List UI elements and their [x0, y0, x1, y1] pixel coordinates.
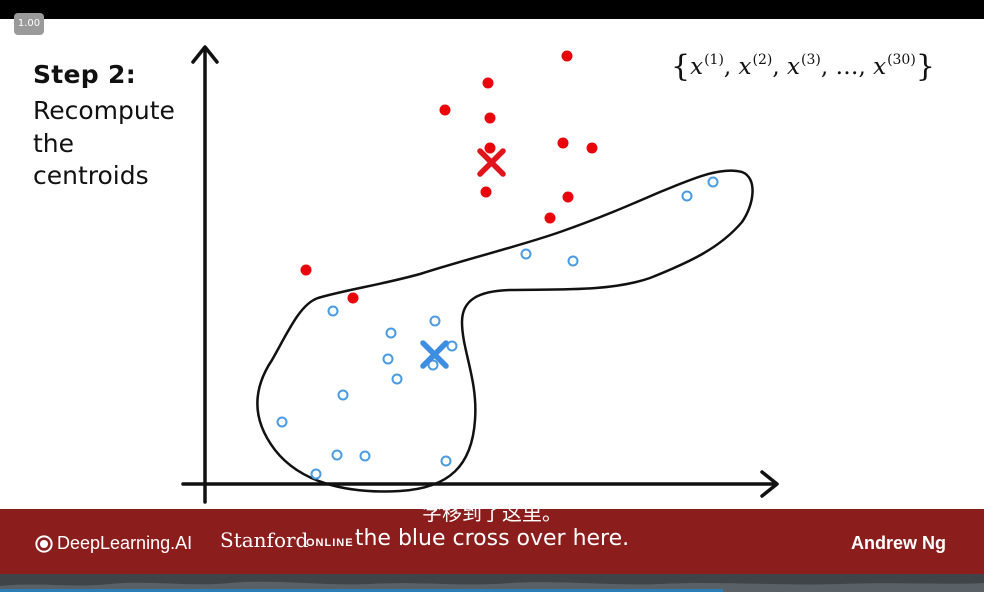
red-data-point: [480, 186, 492, 198]
red-data-point: [482, 77, 494, 89]
x-axis-arrow: [760, 470, 779, 498]
brand-name: DeepLearning.AI: [57, 533, 193, 553]
y-axis-arrow: [191, 45, 219, 64]
blue-data-point: [567, 255, 579, 267]
progress-fill: [0, 589, 724, 592]
blue-cluster-points: [276, 176, 719, 480]
blue-cluster-boundary: [256, 169, 754, 493]
red-data-point: [544, 212, 556, 224]
partner-name: Stanford: [220, 528, 309, 552]
step-title: Step 2:: [33, 60, 137, 89]
video-top-bar: [0, 0, 984, 19]
blue-data-point: [446, 340, 458, 352]
axes: [181, 45, 779, 504]
formula-open-brace: {: [671, 49, 691, 84]
blue-data-point: [382, 353, 394, 365]
blue-data-point: [327, 305, 339, 317]
step-description: Recompute the centroids: [33, 95, 203, 193]
video-progress-bar[interactable]: [0, 574, 984, 592]
red-cluster-points: [300, 50, 598, 304]
step-line: Recompute: [33, 96, 175, 125]
red-data-point: [557, 137, 569, 149]
red-data-point: [586, 142, 598, 154]
blue-data-point: [337, 389, 349, 401]
playback-speed-badge[interactable]: 1.00: [14, 13, 44, 35]
blue-data-point: [385, 327, 397, 339]
formula-close-brace: }: [915, 49, 935, 84]
red-data-point: [561, 50, 573, 62]
step-line: the: [33, 128, 75, 158]
blue-data-point: [440, 455, 452, 467]
blue-data-point: [359, 450, 371, 462]
lecture-slide: Step 2: Recompute the centroids {x(1), x…: [0, 19, 984, 509]
step-line: centroids: [33, 161, 149, 190]
deeplearning-logo: DeepLearning.AI: [35, 533, 192, 554]
subtitle-chinese: 字移到了这里。: [422, 501, 562, 525]
subtitle-english: the blue cross over here.: [354, 526, 630, 551]
blue-data-point: [681, 190, 693, 202]
blue-data-point: [707, 176, 719, 188]
kmeans-plot: [181, 45, 779, 504]
blue-data-point: [427, 359, 439, 371]
presenter-name: Andrew Ng: [850, 533, 946, 553]
blue-data-point: [310, 468, 322, 480]
red-data-point: [347, 292, 359, 304]
blue-centroid-cross: [420, 340, 449, 369]
red-data-point: [439, 104, 451, 116]
deeplearning-icon: [35, 534, 53, 553]
blue-data-point: [331, 449, 343, 461]
training-set-formula: {x(1), x(2), x(3), …, x(30)}: [671, 49, 935, 84]
partner-suffix: ONLINE: [306, 537, 354, 549]
blue-data-point: [520, 248, 532, 260]
red-data-point: [300, 264, 312, 276]
red-data-point: [484, 112, 496, 124]
red-centroid-cross: [477, 148, 506, 177]
blue-data-point: [391, 373, 403, 385]
red-data-point: [484, 142, 496, 154]
blue-data-point: [276, 416, 288, 428]
red-data-point: [562, 191, 574, 203]
course-banner: DeepLearning.AI Stanford ONLINE Andrew N…: [0, 509, 984, 574]
blue-data-point: [429, 315, 441, 327]
